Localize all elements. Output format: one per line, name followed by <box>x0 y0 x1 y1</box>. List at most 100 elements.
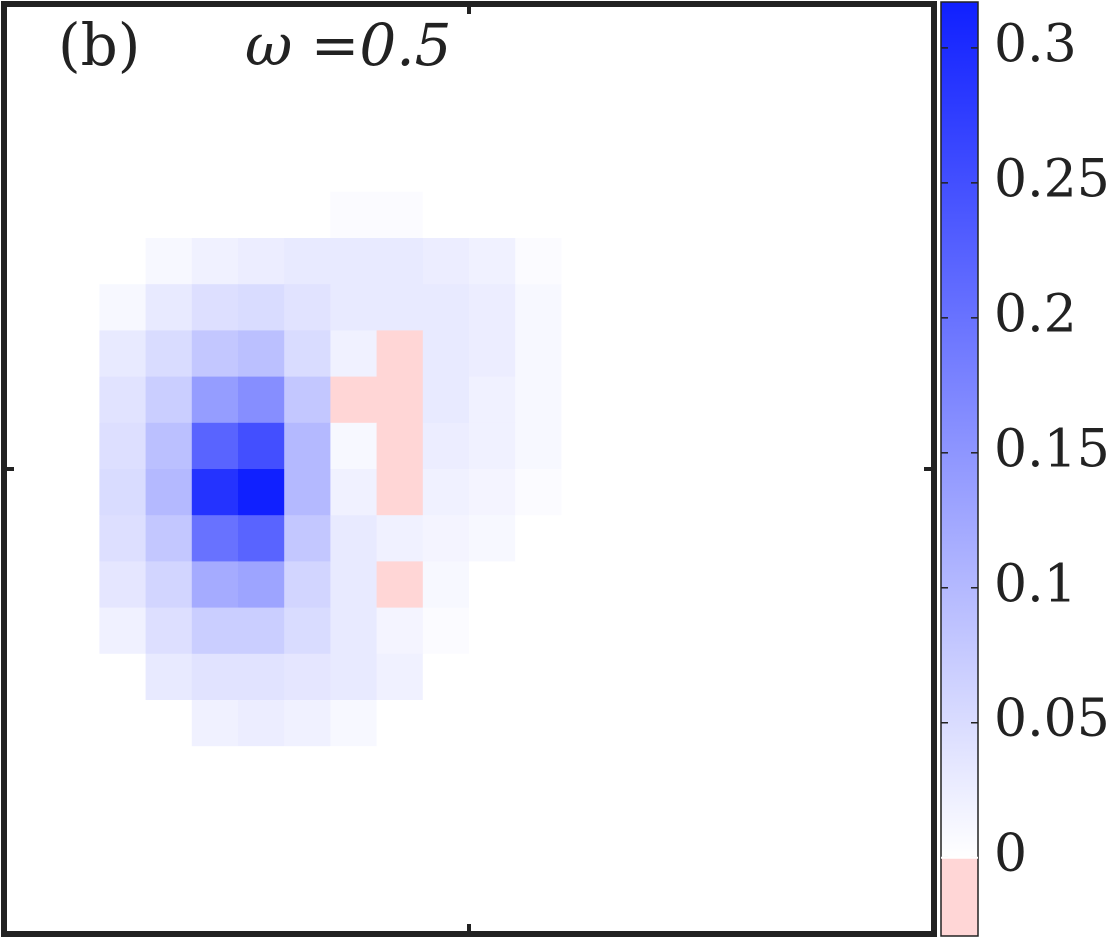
heat-cell <box>330 238 378 285</box>
heat-cell <box>99 238 147 285</box>
heat-cell <box>376 884 424 932</box>
heat-cell <box>884 838 932 886</box>
heat-cell <box>422 884 470 932</box>
heat-cell <box>746 700 793 747</box>
heat-cell <box>191 238 239 285</box>
heat-cell <box>284 469 331 516</box>
heat-cell <box>838 191 886 239</box>
heat-cell <box>7 238 54 285</box>
heat-cell <box>653 838 701 886</box>
heat-cell <box>7 838 54 886</box>
heat-cell <box>7 469 54 516</box>
heat-cell <box>515 238 562 285</box>
heat-cell <box>99 191 147 239</box>
heat-cell <box>422 746 470 793</box>
heat-cell <box>469 746 516 793</box>
heat-cell <box>561 561 609 609</box>
heat-cell <box>653 792 701 840</box>
heat-cell <box>422 792 470 840</box>
heat-cell <box>191 838 239 886</box>
heat-cell <box>7 191 54 239</box>
heat-cell <box>792 330 840 378</box>
heat-cell <box>191 746 239 793</box>
heat-cell <box>53 792 100 840</box>
heat-cell <box>838 653 886 701</box>
heat-cell <box>238 330 285 378</box>
heat-cell <box>284 515 331 562</box>
heat-cell <box>53 746 100 793</box>
heat-cell <box>53 653 100 701</box>
heat-cell <box>792 99 840 147</box>
heat-cell <box>792 145 840 193</box>
heat-cell <box>284 376 331 424</box>
colorbar-tick-label: 0 <box>994 824 1027 884</box>
heat-cell <box>330 653 378 701</box>
heat-cell <box>145 700 193 747</box>
heat-cell <box>607 515 655 562</box>
heat-cell <box>607 561 655 609</box>
heat-cell <box>515 700 562 747</box>
heat-cell <box>884 99 932 147</box>
heat-cell <box>238 515 285 562</box>
heat-cell <box>561 607 609 655</box>
heat-cell <box>884 330 932 378</box>
heat-cell <box>376 838 424 886</box>
heat-cell <box>838 53 886 100</box>
heat-cell <box>145 607 193 655</box>
heat-cell <box>884 191 932 239</box>
heat-cell <box>238 746 285 793</box>
heat-cell <box>422 191 470 239</box>
heat-cell <box>99 99 147 147</box>
heat-cell <box>376 746 424 793</box>
heat-cell <box>422 238 470 285</box>
heat-cell <box>469 376 516 424</box>
heat-cell <box>191 191 239 239</box>
colorbar-tick-label: 0.1 <box>994 554 1077 614</box>
heat-cell <box>238 469 285 516</box>
heat-cell <box>422 607 470 655</box>
heat-cell <box>145 376 193 424</box>
heat-cell <box>284 99 331 147</box>
heat-cell <box>191 653 239 701</box>
heat-cell <box>746 422 793 470</box>
heat-cell <box>145 284 193 331</box>
heat-cell <box>376 7 424 54</box>
heat-cell <box>515 653 562 701</box>
heat-cell <box>238 376 285 424</box>
heat-cell <box>422 422 470 470</box>
heat-cell <box>746 53 793 100</box>
heat-cell <box>422 561 470 609</box>
heat-cell <box>515 7 562 54</box>
parameter-label: ω =0.5 <box>245 11 452 79</box>
heat-cell <box>238 7 285 54</box>
heat-cell <box>99 284 147 331</box>
heat-cell <box>469 515 516 562</box>
heat-cell <box>376 607 424 655</box>
heat-cell <box>746 145 793 193</box>
heat-cell <box>515 469 562 516</box>
heat-cell <box>99 330 147 378</box>
heat-cell <box>653 284 701 331</box>
heat-cell <box>469 7 516 54</box>
heat-cell <box>7 422 54 470</box>
heat-cell <box>838 238 886 285</box>
heat-cell <box>884 376 932 424</box>
heat-cell <box>145 145 193 193</box>
heat-cell <box>7 746 54 793</box>
heat-cell <box>746 284 793 331</box>
heat-cell <box>53 607 100 655</box>
heat-cell <box>99 515 147 562</box>
heat-cell <box>376 376 424 424</box>
heat-cell <box>469 330 516 378</box>
heat-cell <box>7 884 54 932</box>
heat-cell <box>792 561 840 609</box>
heat-cell <box>700 653 747 701</box>
heat-cell <box>330 53 378 100</box>
heat-cell <box>838 838 886 886</box>
heat-cell <box>191 700 239 747</box>
heat-cell <box>145 515 193 562</box>
heat-cell <box>653 607 701 655</box>
heat-cell <box>792 792 840 840</box>
heat-cell <box>284 561 331 609</box>
heat-cell <box>284 422 331 470</box>
